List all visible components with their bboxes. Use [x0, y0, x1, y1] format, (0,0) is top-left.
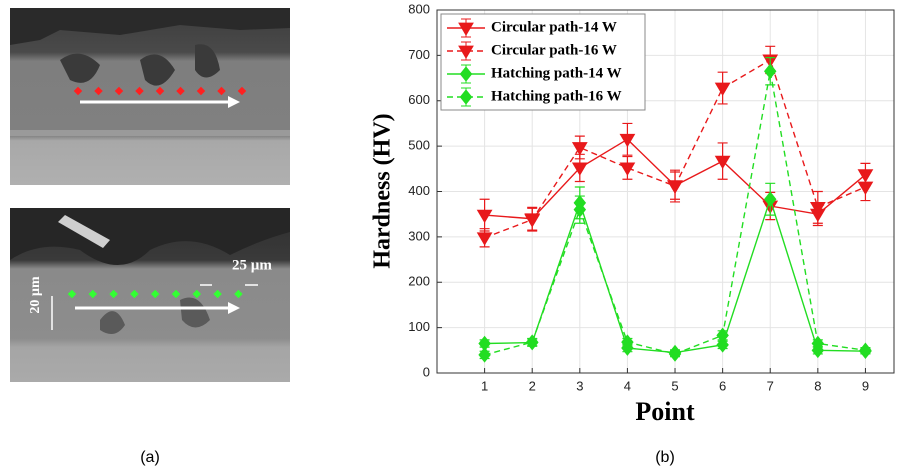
x-tick-label: 1	[481, 378, 488, 393]
micrograph-top	[10, 8, 290, 185]
y-tick-label: 0	[423, 364, 430, 379]
micrograph-bottom	[10, 208, 290, 382]
y-tick-label: 400	[408, 183, 430, 198]
legend-label: Circular path-14 W	[491, 19, 617, 35]
x-tick-label: 8	[814, 378, 821, 393]
legend-label: Hatching path-16 W	[491, 88, 622, 104]
scale-label: 25 µm	[232, 257, 272, 273]
panel-label: (a)	[140, 449, 160, 466]
y-tick-label: 100	[408, 319, 430, 334]
x-tick-label: 9	[862, 378, 869, 393]
x-tick-label: 7	[767, 378, 774, 393]
y-tick-label: 600	[408, 92, 430, 107]
x-tick-label: 2	[529, 378, 536, 393]
y-axis-label: Hardness (HV)	[370, 113, 396, 268]
x-tick-label: 5	[671, 378, 678, 393]
x-tick-label: 3	[576, 378, 583, 393]
y-tick-label: 500	[408, 138, 430, 153]
y-tick-label: 300	[408, 228, 430, 243]
x-axis-label: Point	[635, 397, 695, 426]
page: {"panel_labels": ["(a)", "(b)"], "microg…	[0, 0, 906, 470]
y-tick-label: 800	[408, 1, 430, 16]
x-tick-label: 4	[624, 378, 631, 393]
y-tick-label: 200	[408, 274, 430, 289]
figure: 25 µm 20 µm (a) (b) Point Hardness (HV) …	[0, 0, 906, 470]
panel-label: (b)	[655, 449, 675, 466]
legend-label: Hatching path-14 W	[491, 65, 622, 81]
scale-label: 20 µm	[28, 276, 43, 314]
legend-label: Circular path-16 W	[491, 42, 617, 58]
y-tick-label: 700	[408, 47, 430, 62]
x-tick-label: 6	[719, 378, 726, 393]
